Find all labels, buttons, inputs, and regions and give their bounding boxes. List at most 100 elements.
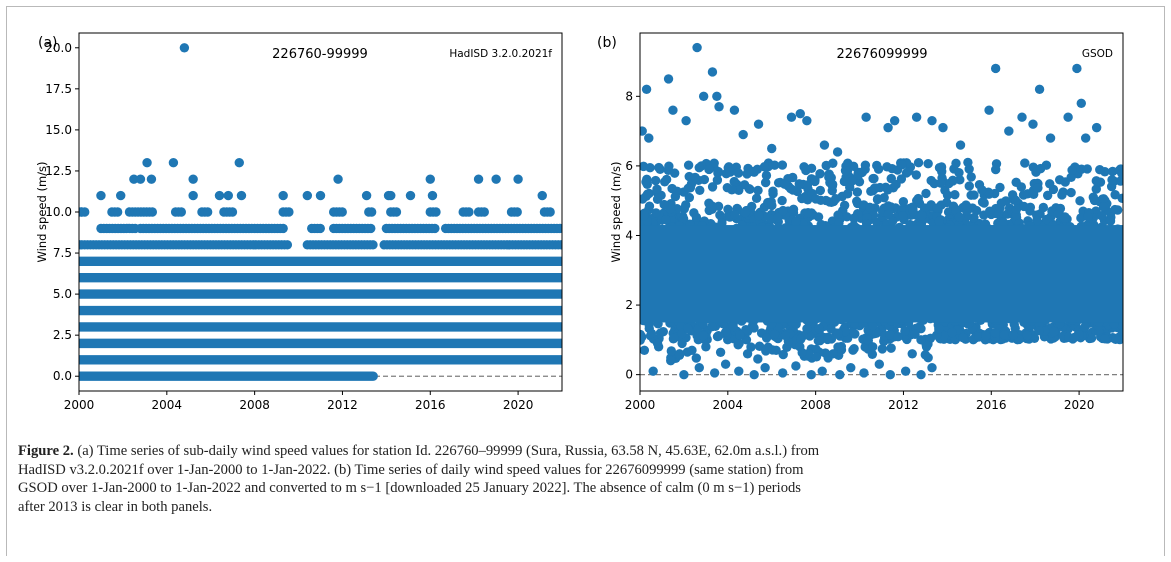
- data-point: [778, 205, 788, 216]
- data-point: [867, 321, 878, 331]
- data-point: [749, 369, 759, 380]
- data-band-1-ms: [79, 355, 562, 365]
- data-point: [885, 329, 895, 340]
- data-point: [1089, 195, 1100, 206]
- data-point: [729, 176, 739, 187]
- data-point: [683, 183, 693, 193]
- data-point: [666, 356, 676, 366]
- data-point: [920, 350, 931, 360]
- y-tick-label: 10.0: [45, 205, 72, 219]
- data-point: [738, 129, 748, 140]
- data-point: [473, 174, 484, 184]
- data-point: [995, 182, 1005, 193]
- data-point: [896, 174, 907, 184]
- data-point: [932, 203, 942, 213]
- data-point: [961, 200, 971, 210]
- caption-figure-label: Figure 2.: [18, 443, 74, 459]
- data-point: [897, 160, 907, 170]
- data-point: [916, 335, 926, 345]
- data-point: [857, 167, 868, 177]
- data-point: [663, 74, 674, 84]
- data-point: [146, 174, 157, 184]
- data-point: [801, 165, 811, 176]
- data-point: [1100, 334, 1110, 344]
- chart-title: 22676099999: [837, 47, 928, 62]
- data-point: [176, 207, 187, 217]
- data-point: [831, 194, 841, 204]
- x-tick-label: 2004: [713, 398, 744, 412]
- x-tick-label: 2020: [503, 398, 534, 412]
- data-point: [640, 329, 645, 340]
- data-point: [1066, 172, 1076, 182]
- data-point: [513, 174, 523, 184]
- data-point: [985, 206, 995, 216]
- data-point: [815, 185, 826, 196]
- data-point: [315, 223, 325, 234]
- data-point: [753, 185, 763, 196]
- data-point: [1042, 190, 1053, 201]
- data-point: [958, 332, 968, 343]
- data-point: [842, 189, 853, 199]
- data-point: [900, 326, 910, 336]
- data-point: [361, 190, 372, 201]
- data-point: [749, 167, 759, 177]
- data-point: [778, 349, 788, 360]
- chart-title: 226760-99999: [272, 47, 368, 62]
- data-point: [1107, 175, 1117, 185]
- data-point: [1105, 216, 1116, 226]
- caption-line-1-text: (a) Time series of sub-daily wind speed …: [77, 443, 820, 459]
- data-point: [760, 177, 771, 188]
- data-point: [1091, 122, 1102, 133]
- data-point: [759, 162, 770, 172]
- data-point: [942, 190, 953, 200]
- data-point: [694, 362, 704, 373]
- data-point: [861, 112, 871, 122]
- data-point: [1034, 326, 1044, 336]
- figure-canvas: 2000 2004 2008 2012 2016 2020 0.0 2.5 5.0 7.5 10.0…: [35, 32, 1124, 412]
- data-point: [753, 354, 763, 364]
- data-band-core: [640, 225, 1123, 323]
- data-point: [704, 198, 714, 208]
- data-point: [839, 200, 850, 211]
- caption-line-3: GSOD over 1-Jan-2000 to 1-Jan-2022 and c…: [18, 480, 801, 497]
- x-tick-label: 2000: [625, 398, 656, 412]
- data-point: [1017, 112, 1027, 122]
- data-point: [96, 190, 106, 201]
- data-point: [683, 160, 694, 170]
- data-point: [872, 160, 882, 171]
- x-tick-label: 2000: [64, 398, 95, 412]
- panel-label: (a): [38, 35, 58, 51]
- data-point: [491, 174, 501, 184]
- data-point: [652, 184, 662, 194]
- data-point: [916, 369, 926, 380]
- data-point: [227, 207, 238, 217]
- data-point: [651, 208, 661, 218]
- data-point: [786, 112, 797, 122]
- data-point: [425, 174, 435, 184]
- data-point: [742, 349, 753, 359]
- data-point: [695, 185, 705, 195]
- data-point: [641, 177, 651, 187]
- dataset-source-label: GSOD: [1082, 48, 1113, 60]
- data-point: [1022, 330, 1033, 341]
- data-point: [1041, 214, 1052, 225]
- data-point: [1080, 322, 1090, 332]
- data-point: [1076, 98, 1086, 108]
- x-tick-label: 2008: [239, 398, 270, 412]
- data-point: [661, 214, 671, 225]
- caption-line-1: Figure 2. (a) Time series of sub-daily w…: [18, 442, 1148, 461]
- data-point: [1069, 332, 1080, 343]
- data-band-4-ms: [79, 305, 562, 316]
- data-point: [979, 198, 989, 208]
- data-point: [964, 164, 974, 174]
- data-point: [1063, 112, 1073, 122]
- data-point: [842, 212, 852, 222]
- data-point: [707, 321, 717, 332]
- data-point: [934, 323, 944, 334]
- data-point: [79, 240, 84, 250]
- data-point: [668, 105, 678, 115]
- y-tick-label: 0: [625, 368, 633, 382]
- data-point: [817, 366, 827, 376]
- x-tick-label: 2020: [1064, 398, 1095, 412]
- chart-panel-a: 2000 2004 2008 2012 2016 2020 0.0 2.5 5.0 7.5 10.0…: [35, 32, 563, 412]
